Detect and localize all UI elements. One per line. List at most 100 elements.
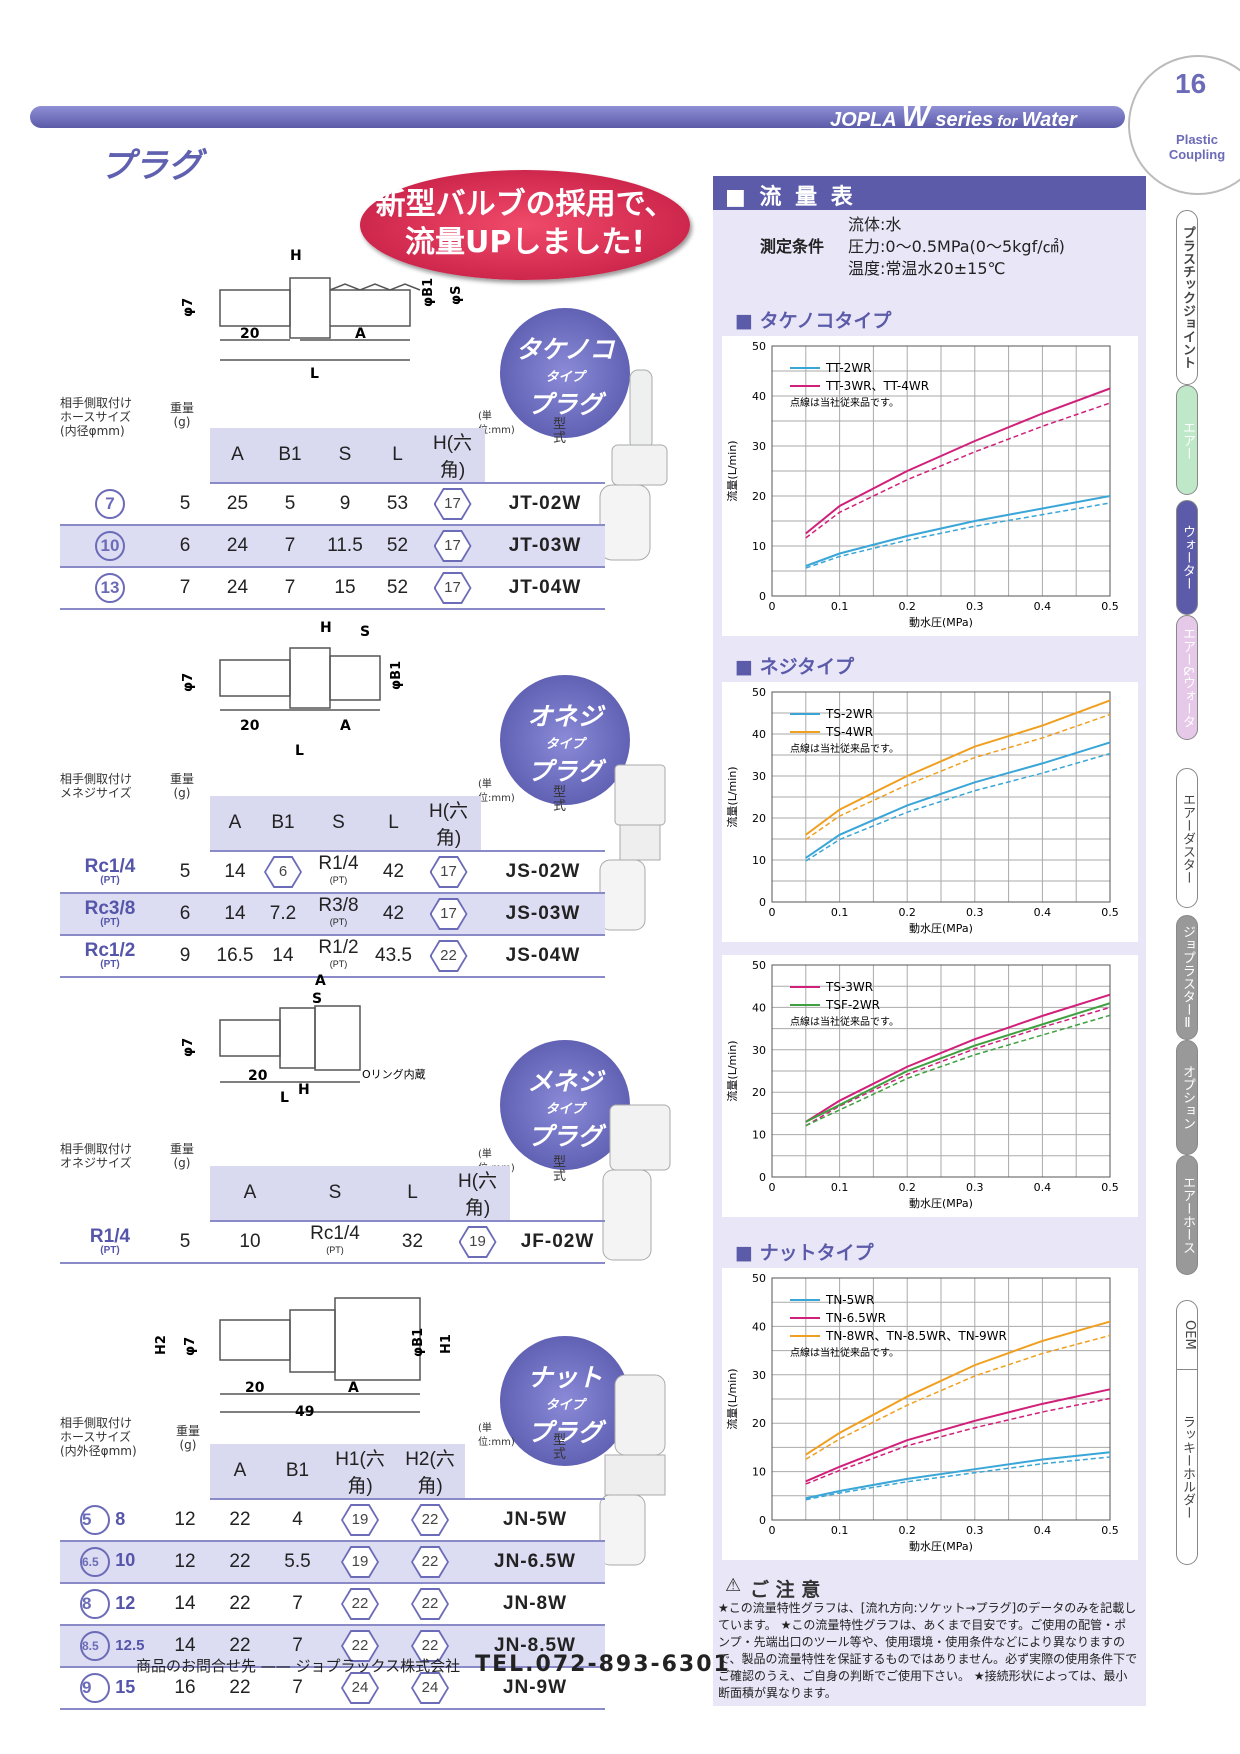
flow-panel-title: ■ 流 量 表 bbox=[713, 176, 1146, 210]
series-line-legacy bbox=[805, 1456, 1111, 1501]
col-s: S bbox=[315, 428, 375, 484]
plot-frame bbox=[771, 691, 1111, 903]
svg-text:20: 20 bbox=[245, 1380, 265, 1396]
table-row: Rc1/2 (PT) 9 16.5 14 R1/2 (PT) 43.5 22 JS-04W bbox=[60, 935, 605, 978]
legend-label: TS-4WR bbox=[825, 725, 873, 739]
x-axis-label: 動水圧(MPa) bbox=[909, 1539, 973, 1553]
col-l: L bbox=[375, 428, 420, 484]
x-tick-label: 0.1 bbox=[831, 600, 849, 613]
series-line bbox=[805, 1451, 1111, 1500]
table-row: 7 5 25 5 9 53 17 JT-02W bbox=[60, 483, 605, 526]
promo-bubble: 新型バルブの採用で、 流量UPしました! bbox=[360, 170, 690, 280]
tab-water[interactable]: ウォーター bbox=[1176, 500, 1198, 615]
svg-text:φ7: φ7 bbox=[181, 673, 196, 692]
series-line bbox=[805, 1002, 1111, 1123]
chart-title-neji: ■ ネジタイプ bbox=[735, 656, 855, 678]
svg-text:A: A bbox=[340, 718, 351, 734]
weight-header: 重量 (g) bbox=[169, 401, 194, 429]
dim-s: φS bbox=[449, 285, 464, 305]
svg-text:49: 49 bbox=[295, 1404, 314, 1420]
takenoko-dimension-drawing: H φ7 φB1 φS 20 A L bbox=[181, 248, 464, 382]
y-tick-label: 10 bbox=[752, 540, 766, 553]
chart-note: 点線は当社従来品です。 bbox=[790, 396, 899, 409]
legend-label: TS-2WR bbox=[825, 707, 873, 721]
series-line bbox=[805, 741, 1111, 859]
table-row: 13 7 24 7 15 52 17 JT-04W bbox=[60, 567, 605, 610]
chart-note: 点線は当社従来品です。 bbox=[790, 1015, 899, 1028]
dim-l: L bbox=[310, 366, 319, 382]
svg-text:φB1: φB1 bbox=[389, 661, 404, 690]
y-axis-label: 流量(L/min) bbox=[725, 766, 739, 827]
oneji-dimension-drawing: H S φ7 φB1 20 A L bbox=[181, 620, 404, 759]
table-row: 9 15 16 22 7 24 24 JN-9W bbox=[60, 1667, 605, 1710]
header-band bbox=[30, 106, 1125, 128]
x-tick-label: 0 bbox=[769, 1524, 776, 1537]
legend-label: TT-3WR、TT-4WR bbox=[825, 379, 929, 393]
series-line bbox=[805, 495, 1111, 567]
x-axis-label: 動水圧(MPa) bbox=[909, 921, 973, 935]
x-tick-label: 0.1 bbox=[831, 1524, 849, 1537]
col-b1: B1 bbox=[265, 428, 315, 484]
legend-label: TT-2WR bbox=[825, 361, 872, 375]
chart-title-nut: ■ ナットタイプ bbox=[735, 1242, 874, 1264]
chart-takenoko: 0 0.1 0.2 0.3 0.4 0.5 0 10 20 30 40 50 動水圧(MPa) 流量(L/… bbox=[722, 336, 1138, 636]
x-tick-label: 0.5 bbox=[1101, 1524, 1119, 1537]
y-axis-label: 流量(L/min) bbox=[725, 1368, 739, 1429]
col-h: H(六角) bbox=[420, 428, 485, 484]
y-tick-label: 40 bbox=[752, 1320, 766, 1333]
x-tick-label: 0 bbox=[769, 906, 776, 919]
legend-label: TN-6.5WR bbox=[825, 1311, 886, 1325]
y-tick-label: 0 bbox=[759, 1514, 766, 1527]
table-row: Rc3/8 (PT) 6 14 7.2 R3/8 (PT) 42 17 JS-03W bbox=[60, 893, 605, 936]
x-tick-label: 0.5 bbox=[1101, 906, 1119, 919]
x-tick-label: 0 bbox=[769, 600, 776, 613]
svg-text:A: A bbox=[348, 1380, 359, 1396]
svg-text:S: S bbox=[312, 991, 322, 1007]
y-tick-label: 20 bbox=[752, 1417, 766, 1430]
tab-air[interactable]: エアー bbox=[1176, 385, 1198, 495]
nut-product-image bbox=[599, 1374, 666, 1566]
tab-air-water[interactable]: エアー&ウォーター bbox=[1161, 615, 1198, 740]
dim-a: A bbox=[355, 326, 366, 342]
svg-text:L: L bbox=[280, 1090, 289, 1106]
page-number: 16 bbox=[1175, 68, 1207, 99]
legend-label: TN-5WR bbox=[825, 1293, 874, 1307]
svg-text:S: S bbox=[360, 624, 370, 640]
legend-label: TN-8WR、TN-8.5WR、TN-9WR bbox=[825, 1329, 1007, 1343]
tab-joplaster[interactable]: ジョプラスターⅡ bbox=[1176, 915, 1198, 1040]
x-tick-label: 0 bbox=[769, 1181, 776, 1194]
tab-plastic-joint[interactable]: プラスチックジョイント bbox=[1176, 210, 1198, 385]
dim-phi7: φ7 bbox=[181, 298, 196, 317]
tab-air-duster[interactable]: エアーダスター bbox=[1176, 768, 1198, 908]
svg-text:φ7: φ7 bbox=[183, 1337, 198, 1356]
y-tick-label: 20 bbox=[752, 1086, 766, 1099]
meneji-badge: メネジ タイプ プラグ bbox=[500, 1040, 630, 1170]
svg-text:20: 20 bbox=[240, 718, 260, 734]
tab-air-hose[interactable]: エアーホース bbox=[1176, 1155, 1198, 1275]
svg-text:H2: H2 bbox=[154, 1335, 169, 1355]
svg-text:H1: H1 bbox=[439, 1334, 454, 1354]
tab-option[interactable]: オプション bbox=[1176, 1040, 1198, 1155]
table-row: R1/4 (PT) 5 10 Rc1/4 (PT) 32 19 JF-02W bbox=[60, 1221, 605, 1264]
series-line-legacy bbox=[805, 752, 1111, 862]
col-a: A bbox=[210, 428, 265, 484]
y-tick-label: 30 bbox=[752, 770, 766, 783]
tab-lucky-holder[interactable]: ラッキーホルダー bbox=[1176, 1370, 1198, 1565]
x-tick-label: 0.1 bbox=[831, 906, 849, 919]
tab-oem[interactable]: OEM bbox=[1176, 1300, 1198, 1370]
series-line-legacy bbox=[805, 1334, 1111, 1460]
y-tick-label: 40 bbox=[752, 390, 766, 403]
chart-nut: 0 0.1 0.2 0.3 0.4 0.5 0 10 20 30 40 50 動水圧(MPa) 流量(L/… bbox=[722, 1268, 1138, 1560]
series-line bbox=[805, 1388, 1111, 1483]
x-tick-label: 0.3 bbox=[966, 1181, 984, 1194]
series-line bbox=[805, 1320, 1111, 1456]
y-tick-label: 50 bbox=[752, 959, 766, 972]
x-axis-label: 動水圧(MPa) bbox=[909, 1196, 973, 1210]
series-line bbox=[805, 699, 1111, 836]
plot-frame bbox=[771, 964, 1111, 1178]
x-tick-label: 0.3 bbox=[966, 600, 984, 613]
y-tick-label: 0 bbox=[759, 1171, 766, 1184]
hose-size-header: 相手側取付け ホースサイズ (内径φmm) bbox=[60, 396, 133, 438]
y-tick-label: 20 bbox=[752, 812, 766, 825]
y-tick-label: 30 bbox=[752, 1044, 766, 1057]
